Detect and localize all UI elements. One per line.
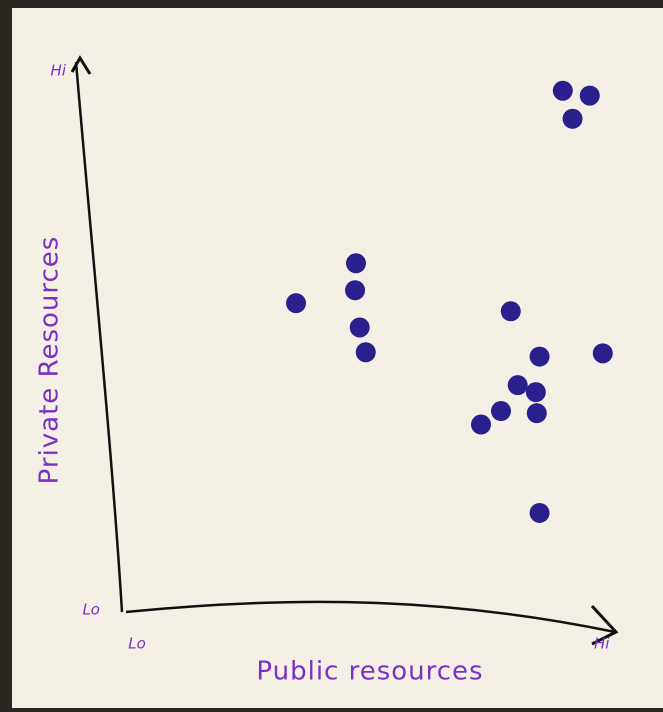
sticker-dot (529, 346, 550, 367)
sticker-dot (286, 293, 307, 314)
sticker-dot (355, 342, 376, 363)
sticker-dot (500, 301, 521, 322)
sticker-dot (525, 382, 546, 403)
sticker-dot (579, 85, 600, 106)
sticker-dot (507, 375, 528, 396)
sticker-dot (592, 343, 613, 364)
x-tick-label: Hi (594, 635, 610, 653)
sticker-dot (529, 502, 550, 523)
y-axis-label: Private Resources (35, 236, 65, 485)
x-axis-arrow (590, 604, 619, 646)
sticker-dot (345, 253, 366, 274)
sticker-dot (471, 414, 492, 435)
y-axis-arrow (70, 55, 92, 75)
y-tick-label: Hi (51, 61, 67, 79)
sticker-dot (552, 80, 573, 101)
sticker-dot (526, 403, 547, 424)
sticker-dot (345, 280, 366, 301)
sticker-dot (349, 317, 370, 338)
sticker-dot (490, 401, 511, 422)
x-axis-label: Public resources (256, 657, 483, 687)
y-tick-label: Lo (82, 601, 100, 619)
sticker-dot (562, 108, 583, 129)
y-axis (74, 61, 124, 613)
x-tick-label: Lo (128, 635, 146, 653)
x-axis (125, 600, 616, 634)
